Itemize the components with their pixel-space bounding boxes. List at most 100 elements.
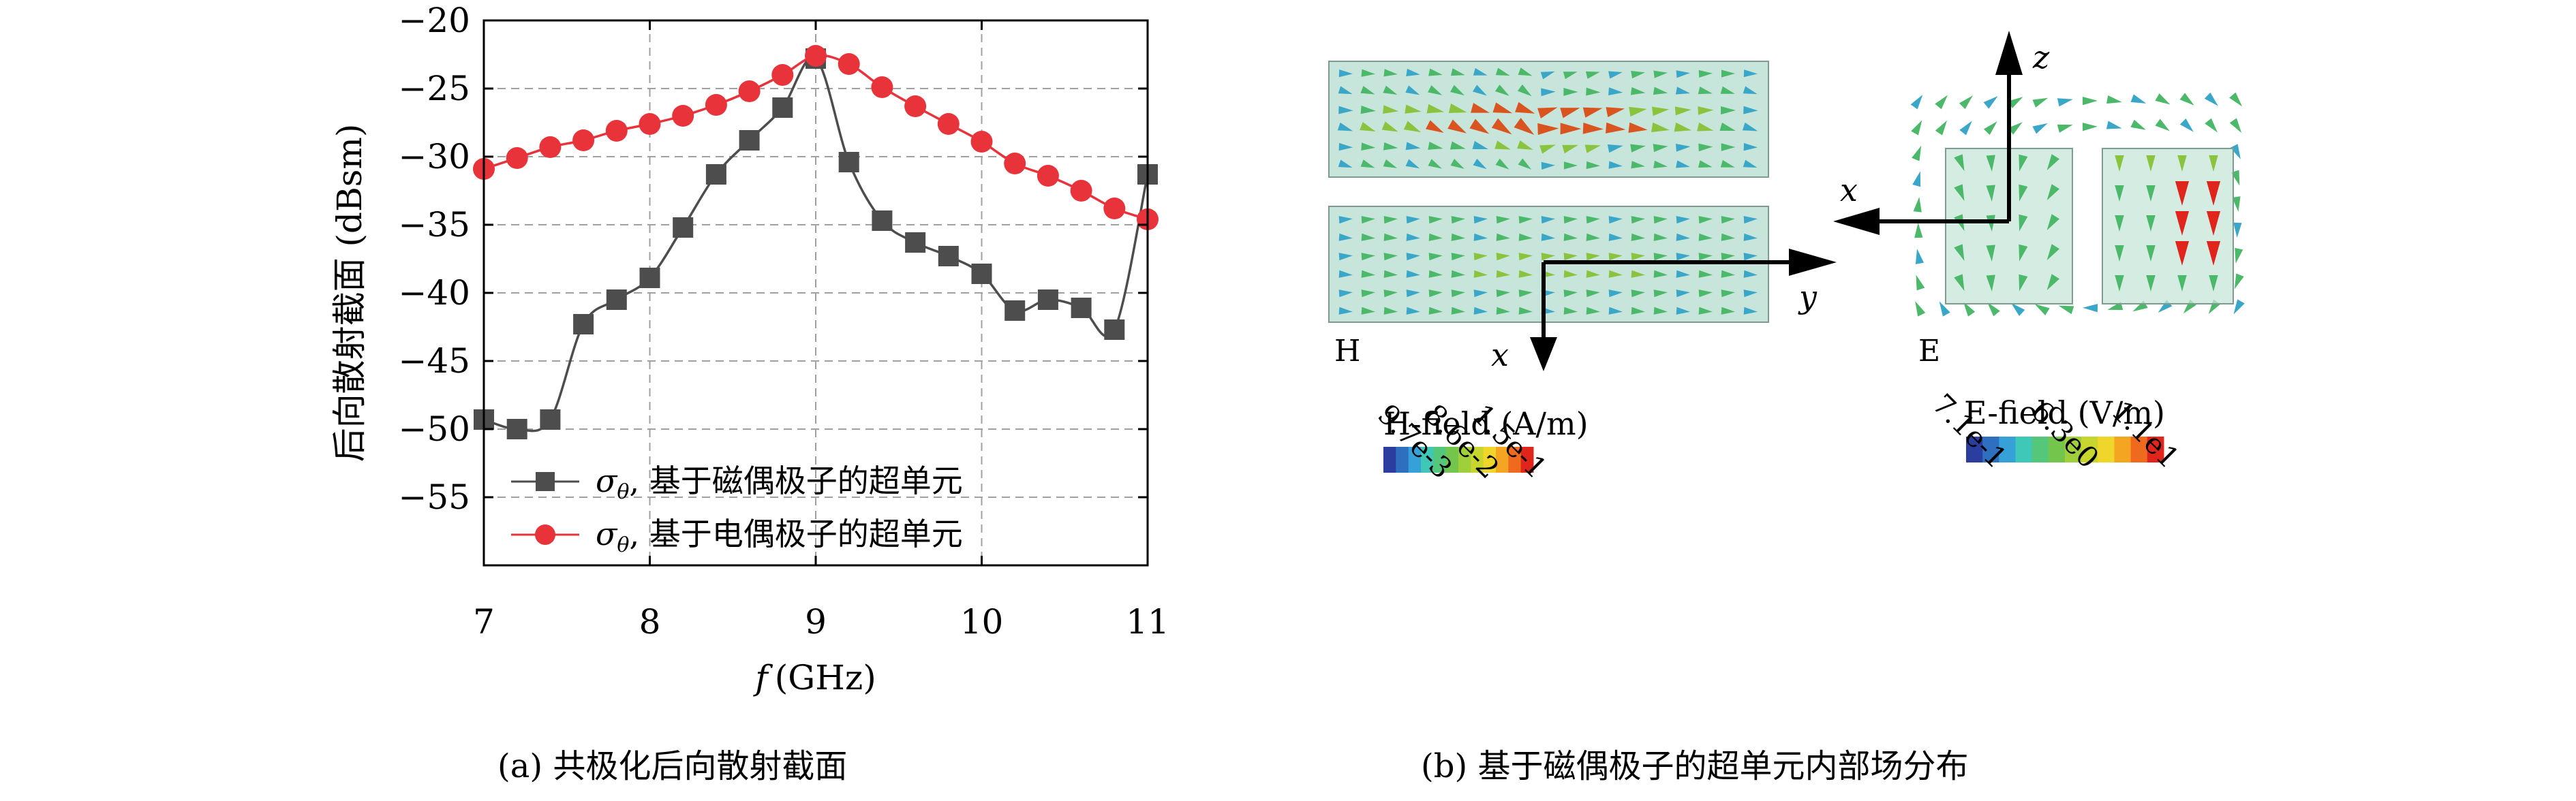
h-field-arrow-icon xyxy=(1676,160,1690,168)
e-colorbar-cell xyxy=(2065,437,2082,462)
h-field-arrow-icon xyxy=(1585,71,1600,79)
e-field-arrow-icon xyxy=(2206,241,2221,266)
e-field-arrow-icon xyxy=(2146,185,2156,202)
e-field-arrow-icon xyxy=(2106,95,2122,104)
y-tick-label: −25 xyxy=(398,69,470,108)
h-field-arrow-icon xyxy=(1540,71,1555,80)
legend-text: , 基于电偶极子的超单元 xyxy=(629,516,962,552)
e-field-arrow-icon xyxy=(2106,121,2122,129)
e-field-arrow-icon xyxy=(1912,171,1921,187)
h-field-arrow-icon xyxy=(1472,140,1488,150)
data-point-electric xyxy=(838,53,860,75)
y-tick-label: −40 xyxy=(398,273,470,313)
h-field-arrow-icon xyxy=(1406,307,1420,315)
h-field-arrow-icon xyxy=(1743,253,1758,261)
h-field-arrow-icon xyxy=(1473,158,1487,170)
h-field-arrow-icon xyxy=(1608,307,1623,315)
h-field-arrow-icon xyxy=(1361,69,1375,77)
legend-sigma: σ xyxy=(596,516,618,552)
e-field-arrow-icon xyxy=(1935,95,1948,110)
e-field-arrow-icon xyxy=(2046,184,2060,201)
e-field-arrow-icon xyxy=(1983,121,1997,136)
h-field-arrow-icon xyxy=(1469,119,1490,134)
h-field-arrow-icon xyxy=(1651,122,1670,133)
h-field-arrow-icon xyxy=(1360,106,1376,114)
h-field-arrow-icon xyxy=(1451,289,1465,298)
e-field-arrow-icon xyxy=(2179,118,2194,132)
e-field-arrow-icon xyxy=(2146,155,2156,172)
h-field-arrow-icon xyxy=(1608,233,1623,241)
legend-label-electric: σθ, 基于电偶极子的超单元 xyxy=(596,516,963,557)
h-field-arrow-icon xyxy=(1698,233,1713,241)
h-field-arrow-icon xyxy=(1675,87,1691,95)
h-field-arrow-icon xyxy=(1563,253,1578,261)
h-field-arrow-icon xyxy=(1428,233,1443,241)
h-field-arrow-icon xyxy=(1537,107,1558,119)
h-field-arrow-icon xyxy=(1473,67,1488,76)
e-field-arrow-icon xyxy=(2175,241,2190,266)
e-colorbar-cell xyxy=(2147,437,2164,462)
e-field-arrow-icon xyxy=(2057,124,2073,133)
h-field-arrow-icon xyxy=(1541,233,1555,241)
e-field-arrow-icon xyxy=(1915,249,1925,264)
h-field-arrow-icon xyxy=(1653,160,1668,168)
h-field-arrow-icon xyxy=(1653,307,1668,315)
h-field-arrow-icon xyxy=(1629,106,1647,117)
h-field-arrow-icon xyxy=(1405,159,1420,169)
e-field-arrow-icon xyxy=(2146,245,2156,262)
x-axis-var: f xyxy=(752,658,773,697)
data-point-electric xyxy=(1004,153,1026,174)
h-field-arrow-icon xyxy=(1361,270,1375,278)
e-field-arrow-icon xyxy=(1915,301,1926,317)
h-field-arrow-icon xyxy=(1518,233,1533,241)
h-field-arrow-icon xyxy=(1721,307,1735,315)
h-field-arrow-icon xyxy=(1560,108,1580,119)
h-block-top xyxy=(1328,61,1769,178)
h-field-arrow-icon xyxy=(1631,253,1645,261)
h-field-arrow-icon xyxy=(1541,216,1555,224)
e-field-arrow-icon xyxy=(1983,96,1998,109)
h-field-arrow-icon xyxy=(1518,307,1533,315)
data-point-magnetic xyxy=(1005,300,1026,321)
x-axis-label: f (GHz) xyxy=(752,658,876,697)
h-field-arrow-icon xyxy=(1651,106,1670,116)
h-field-arrow-icon xyxy=(1496,270,1510,278)
h-field-arrow-icon xyxy=(1608,216,1623,224)
h-colorbar-cell xyxy=(1445,447,1459,473)
h-field-arrow-icon xyxy=(1586,289,1600,298)
data-point-electric xyxy=(970,131,993,153)
h-field-arrow-icon xyxy=(1537,123,1559,136)
h-field-arrow-icon xyxy=(1631,71,1645,79)
data-point-electric xyxy=(738,80,761,102)
h-field-arrow-icon xyxy=(1473,270,1488,278)
h-field-arrow-icon xyxy=(1450,159,1465,169)
data-point-electric xyxy=(539,136,562,158)
h-field-arrow-icon xyxy=(1361,289,1375,298)
e-field-arrow-icon xyxy=(2233,222,2242,238)
data-point-magnetic xyxy=(673,217,694,238)
h-field-arrow-icon xyxy=(1517,84,1532,97)
h-field-arrow-icon xyxy=(1631,270,1645,278)
e-field-arrow-icon xyxy=(2233,299,2245,315)
h-field-arrow-icon xyxy=(1563,87,1578,96)
h-field-arrow-icon xyxy=(1473,307,1488,315)
h-field-arrow-icon xyxy=(1605,122,1626,134)
h-colorbar-cells xyxy=(1383,447,1534,473)
legend-label-magnetic: σθ, 基于磁偶极子的超单元 xyxy=(596,462,963,504)
h-field-arrow-icon xyxy=(1361,216,1375,224)
h-field-arrow-icon xyxy=(1721,106,1736,115)
h-field-arrow-icon xyxy=(1518,158,1532,170)
e-field-arrow-icon xyxy=(2010,302,2025,316)
h-field-arrow-icon xyxy=(1586,253,1600,261)
h-field-arrow-icon xyxy=(1360,86,1375,95)
h-field-arrow-icon xyxy=(1451,253,1465,261)
h-field-arrow-icon xyxy=(1428,289,1443,298)
data-point-magnetic xyxy=(772,97,793,118)
e-field-arrow-icon xyxy=(2177,155,2187,172)
data-point-magnetic xyxy=(838,152,859,172)
panel-b-field-distribution: x y H z x E H-field (A/m) 9.7e-3 8.6e-2 … xyxy=(1328,31,2245,485)
h-field-arrow-icon xyxy=(1698,87,1713,95)
data-point-electric xyxy=(506,147,528,169)
h-field-arrow-icon xyxy=(1676,233,1690,241)
h-field-arrow-icon xyxy=(1674,122,1692,132)
